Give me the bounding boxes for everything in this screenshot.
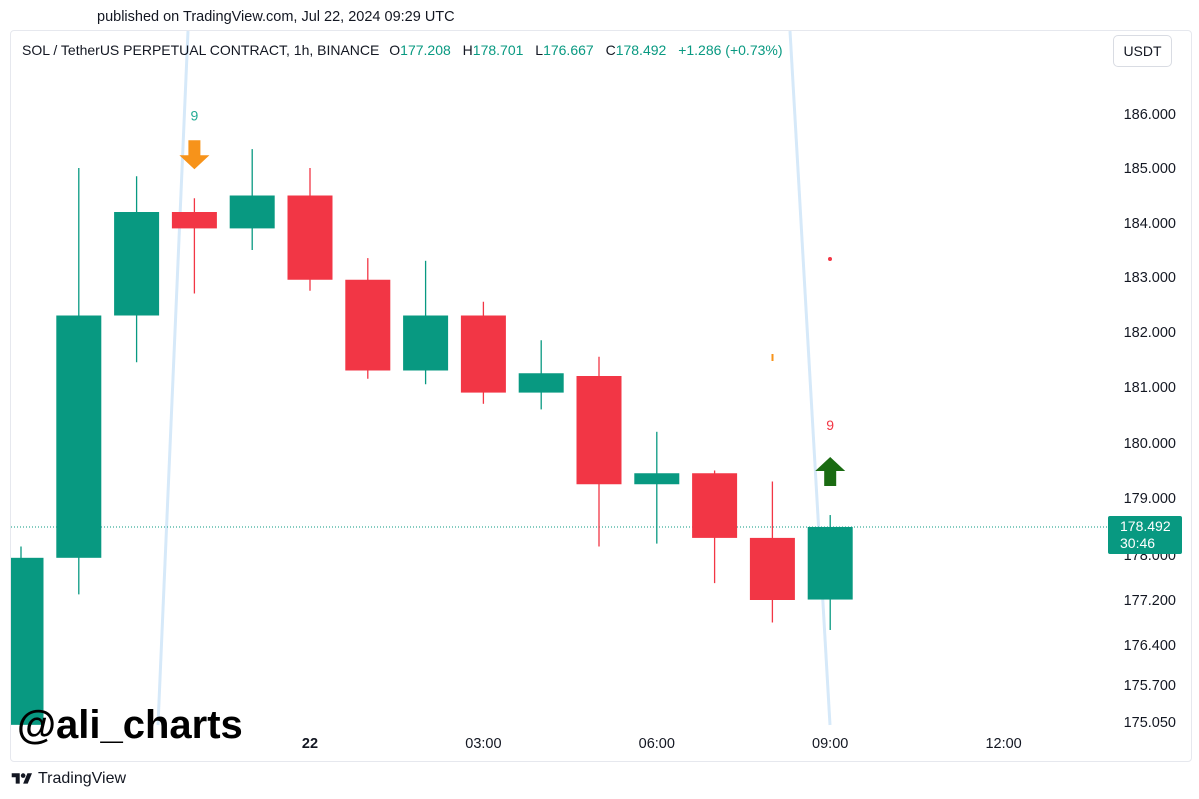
candle-body bbox=[229, 195, 275, 229]
open-label: O bbox=[389, 42, 401, 58]
candle-body bbox=[518, 373, 564, 393]
candle-body bbox=[692, 473, 738, 538]
bar-countdown: 30:46 bbox=[1120, 535, 1156, 551]
price-axis-tick: 186.000 bbox=[1124, 107, 1176, 123]
trend-line bbox=[788, 31, 832, 726]
price-axis-tick: 182.000 bbox=[1124, 325, 1176, 341]
change-value: +1.286 (+0.73%) bbox=[678, 42, 783, 58]
buy-arrow-icon bbox=[815, 457, 846, 487]
price-axis-tick: 179.000 bbox=[1124, 491, 1176, 507]
candle-body bbox=[460, 315, 506, 393]
sell-arrow-icon bbox=[179, 140, 210, 170]
tradingview-logo-icon bbox=[11, 773, 32, 784]
current-price-badge: 178.492 30:46 bbox=[1108, 516, 1182, 554]
candle-body bbox=[56, 315, 102, 558]
price-axis-tick: 177.200 bbox=[1124, 593, 1176, 609]
current-price-label: 178.492 bbox=[1120, 518, 1171, 534]
candle-body bbox=[287, 195, 333, 280]
price-axis-tick: 184.000 bbox=[1124, 216, 1176, 232]
symbol-title[interactable]: SOL / TetherUS PERPETUAL CONTRACT, 1h, B… bbox=[22, 42, 380, 58]
time-axis-tick: 22 bbox=[302, 736, 318, 752]
time-axis-tick: 03:00 bbox=[465, 736, 501, 752]
price-axis-tick: 180.000 bbox=[1124, 436, 1176, 452]
tradingview-brand[interactable]: TradingView bbox=[10, 770, 126, 788]
low-value: 176.667 bbox=[543, 42, 594, 58]
candle-body bbox=[345, 279, 391, 371]
candle-body bbox=[114, 212, 160, 316]
time-axis-tick: 06:00 bbox=[639, 736, 675, 752]
time-axis-tick: 09:00 bbox=[812, 736, 848, 752]
candle-body bbox=[634, 473, 680, 485]
candle-body bbox=[749, 537, 795, 600]
author-watermark: @ali_charts bbox=[17, 703, 243, 747]
candle-body bbox=[403, 315, 449, 371]
low-label: L bbox=[535, 42, 544, 58]
published-text: published on TradingView.com, Jul 22, 20… bbox=[97, 9, 455, 25]
price-axis-tick: 183.000 bbox=[1124, 270, 1176, 286]
candle-body bbox=[576, 376, 622, 485]
candle-body bbox=[11, 557, 44, 725]
high-label: H bbox=[462, 42, 473, 58]
price-axis-tick: 176.400 bbox=[1124, 638, 1176, 654]
candle-body bbox=[171, 212, 217, 229]
candle-body bbox=[807, 526, 853, 600]
ohlc-legend: SOL / TetherUS PERPETUAL CONTRACT, 1h, B… bbox=[22, 42, 783, 58]
trend-line bbox=[156, 31, 190, 726]
close-label: C bbox=[605, 42, 616, 58]
td-sequential-label: 9 bbox=[826, 417, 834, 433]
plot-area: 99 bbox=[11, 31, 1107, 727]
marker-tick bbox=[771, 354, 774, 361]
price-axis-tick: 181.000 bbox=[1124, 380, 1176, 396]
price-axis-tick: 175.050 bbox=[1124, 715, 1176, 731]
open-value: 177.208 bbox=[400, 42, 451, 58]
marker-dot bbox=[828, 257, 832, 261]
close-value: 178.492 bbox=[615, 42, 667, 58]
time-axis-tick: 12:00 bbox=[985, 736, 1021, 752]
price-axis-tick: 175.700 bbox=[1124, 678, 1176, 694]
price-axis-tick: 185.000 bbox=[1124, 161, 1176, 177]
brand-name: TradingView bbox=[38, 770, 127, 787]
td-sequential-label: 9 bbox=[191, 107, 199, 123]
currency-button[interactable]: USDT bbox=[1113, 35, 1172, 67]
high-value: 178.701 bbox=[472, 42, 524, 58]
